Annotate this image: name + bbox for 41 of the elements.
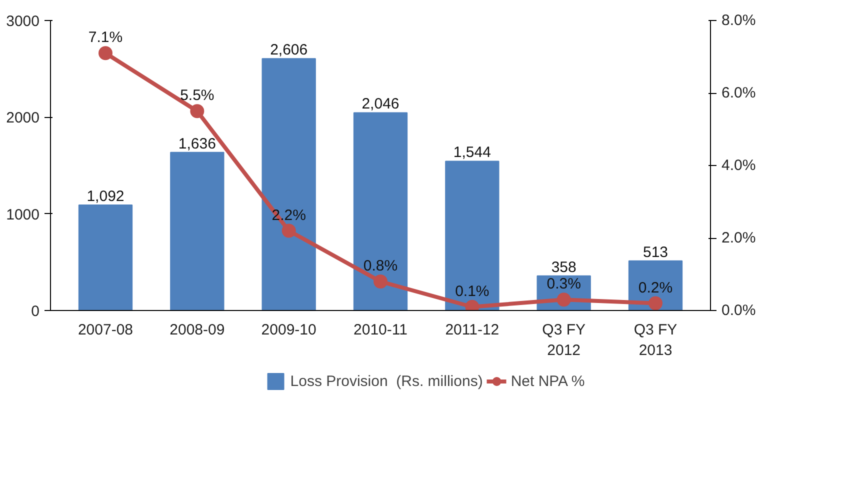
data-label: 1,544: [453, 144, 491, 162]
data-label: 2,046: [362, 96, 400, 113]
y-tick-label: 1000: [6, 206, 40, 224]
y-tick-label: 2000: [6, 110, 40, 127]
y2-tick-label: 6.0%: [722, 84, 756, 102]
x-tick-label: 2008-09: [170, 322, 225, 338]
data-label: 0.1%: [455, 282, 490, 300]
point: [98, 46, 112, 60]
point: [374, 274, 388, 288]
y-tick-label: 3000: [6, 13, 40, 30]
data-label: 2,606: [270, 42, 308, 59]
bar: [353, 112, 408, 310]
y-tick-label: 0: [31, 303, 40, 320]
data-label: 1,636: [178, 135, 216, 152]
x-tick-label: 2010-11: [354, 322, 408, 338]
y2-tick-label: 4.0%: [722, 157, 756, 174]
y2-tick-label: 0.0%: [722, 302, 756, 319]
x-tick-label: Q3 FY 2013: [634, 322, 678, 359]
point: [648, 296, 662, 310]
data-label: 0.8%: [363, 258, 398, 274]
data-label: 0.3%: [546, 276, 581, 293]
legend-label: Loss Provision (Rs. millions): [290, 372, 483, 390]
y2-tick-label: 2.0%: [722, 230, 756, 246]
bar: [262, 58, 316, 310]
point: [282, 224, 296, 238]
data-label: 0.2%: [638, 279, 673, 296]
bar: [445, 160, 500, 310]
x-tick-label: 2011-12: [445, 322, 500, 338]
x-tick-label: 2007-08: [78, 322, 134, 338]
data-label: 513: [642, 244, 668, 261]
x-tick-label: 2009-10: [261, 322, 316, 338]
x-tick-label: Q3 FY 2012: [542, 322, 586, 359]
data-label: 358: [551, 258, 576, 276]
bar: [170, 152, 224, 310]
data-label: 7.1%: [88, 29, 123, 46]
data-label: 5.5%: [180, 87, 214, 104]
y2-tick-label: 8.0%: [722, 12, 756, 29]
data-label: 1,092: [86, 188, 124, 205]
bar: [78, 204, 133, 310]
point: [190, 104, 204, 118]
legend-label: Net NPA %: [510, 372, 585, 390]
